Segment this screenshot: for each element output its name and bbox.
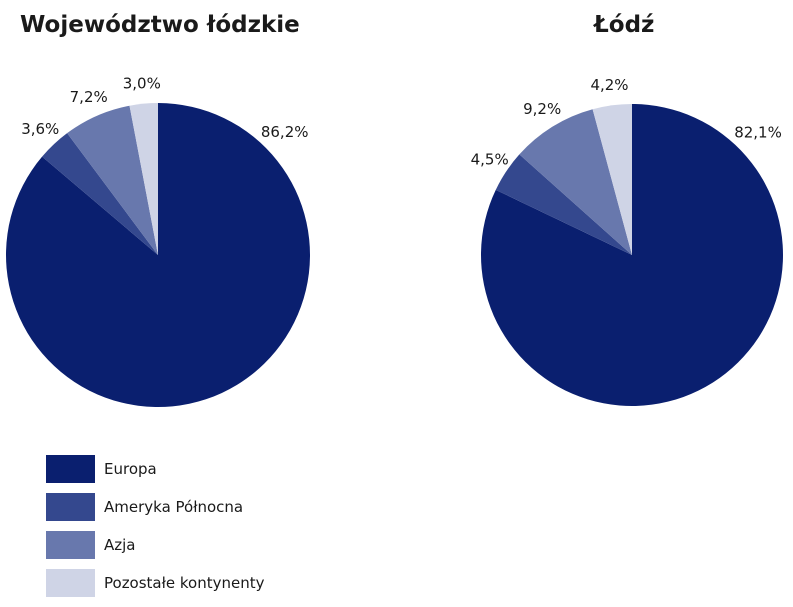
data-label-wojewodztwo-europa: 86,2% (261, 123, 309, 141)
legend-label-azja: Azja (104, 536, 136, 554)
data-label-lodz-ameryka-polnocna: 4,5% (471, 151, 509, 169)
data-label-wojewodztwo-azja: 7,2% (70, 88, 108, 106)
legend-swatch-ameryka-polnocna (46, 493, 95, 521)
pie-slice-lodz-azja (519, 109, 632, 255)
data-label-lodz-europa: 82,1% (734, 124, 782, 142)
legend-item-ameryka-polnocna: Ameryka Północna (46, 493, 264, 521)
legend-swatch-azja (46, 531, 95, 559)
legend-item-pozostale-kontynenty: Pozostałe kontynenty (46, 569, 264, 597)
legend-label-ameryka-polnocna: Ameryka Północna (104, 498, 244, 516)
pie-slice-lodz-ameryka-polnocna (495, 154, 632, 255)
legend-swatch-europa (46, 455, 95, 483)
legend-label-pozostale-kontynenty: Pozostałe kontynenty (104, 574, 265, 592)
pie-slice-wojewodztwo-ameryka-polnocna (42, 133, 159, 255)
data-label-wojewodztwo-pozostale-kontynenty: 3,0% (123, 74, 161, 92)
pie-slice-wojewodztwo-azja (67, 105, 158, 255)
pie-slice-lodz-pozostale-kontynenty (592, 104, 632, 255)
legend-item-azja: Azja (46, 531, 264, 559)
legend: Europa Ameryka Północna Azja Pozostałe k… (46, 455, 264, 607)
legend-label-europa: Europa (104, 460, 157, 478)
pie-slice-wojewodztwo-pozostale-kontynenty (129, 103, 158, 255)
data-label-lodz-pozostale-kontynenty: 4,2% (590, 76, 628, 94)
chart-title-lodz: Łódź (594, 12, 655, 38)
data-label-wojewodztwo-ameryka-polnocna: 3,6% (21, 120, 59, 138)
pie-slice-lodz-europa (480, 104, 783, 407)
legend-swatch-pozostale-kontynenty (46, 569, 95, 597)
chart-title-wojewodztwo: Województwo łódzkie (20, 12, 300, 38)
legend-item-europa: Europa (46, 455, 264, 483)
data-label-lodz-azja: 9,2% (523, 100, 561, 118)
